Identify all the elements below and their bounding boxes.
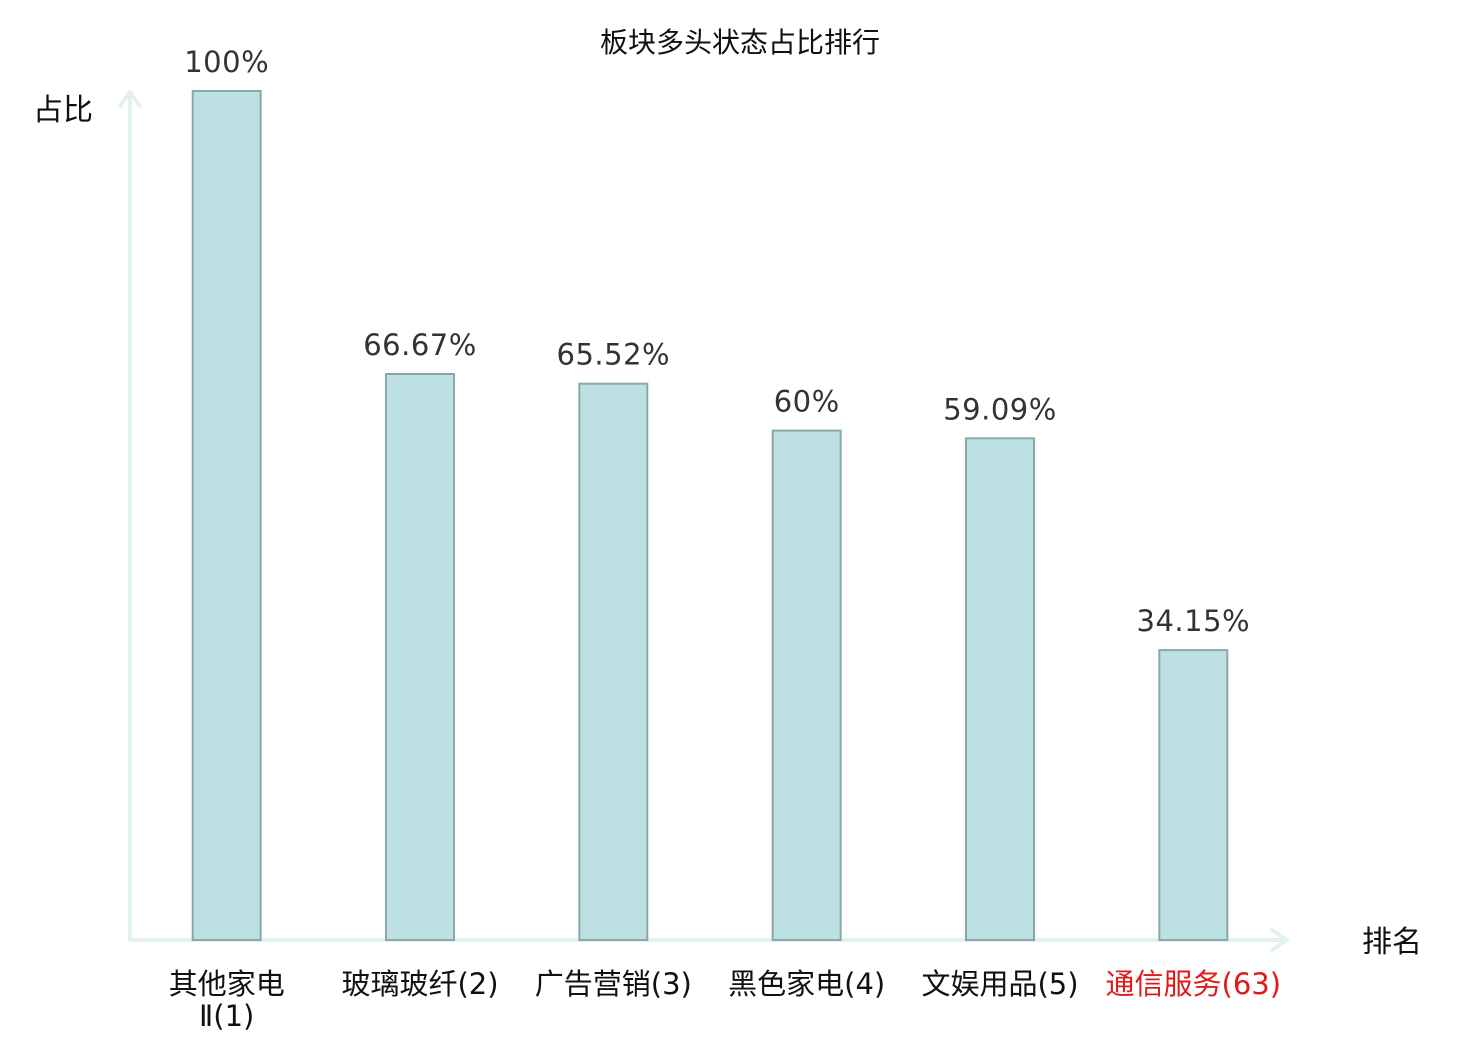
category-label-line: 黑色家电(4) — [728, 967, 885, 1001]
value-label-group: 100% 66.67% 65.52% 60% 59.09% 34.15% — [184, 45, 1251, 638]
category-label-2: 玻璃玻纤(2) — [341, 967, 498, 1001]
category-label-line: 玻璃玻纤(2) — [341, 967, 498, 1001]
bar-2 — [385, 373, 455, 941]
category-label-4: 黑色家电(4) — [728, 967, 885, 1001]
bar-group — [191, 90, 1229, 941]
category-label-line: 其他家电 — [169, 967, 285, 1001]
x-axis-arrow — [1270, 928, 1289, 952]
category-label-3: 广告营销(3) — [535, 967, 692, 1001]
value-label-2: 66.67% — [363, 328, 477, 362]
y-axis-arrow — [118, 90, 142, 108]
bar-6 — [1158, 649, 1229, 941]
value-label-6: 34.15% — [1137, 604, 1251, 638]
category-label-5: 文娱用品(5) — [921, 967, 1078, 1001]
category-label-6: 通信服务(63) — [1106, 967, 1282, 1001]
value-label-3: 65.52% — [557, 338, 671, 372]
category-label-line: 通信服务(63) — [1106, 967, 1282, 1001]
value-label-5: 59.09% — [943, 392, 1057, 426]
chart-title: 板块多头状态占比排行 — [600, 26, 880, 59]
y-axis-label: 占比 — [33, 93, 93, 128]
value-label-4: 60% — [774, 385, 840, 419]
bar-5 — [965, 437, 1035, 941]
category-label-line: 文娱用品(5) — [921, 967, 1078, 1001]
bar-3 — [578, 382, 649, 941]
value-label-1: 100% — [184, 45, 269, 79]
bar-1 — [191, 90, 262, 941]
category-label-1: 其他家电 Ⅱ(1) — [169, 967, 285, 1033]
category-label-line: Ⅱ(1) — [199, 999, 254, 1033]
category-label-group: 其他家电 Ⅱ(1) 玻璃玻纤(2) 广告营销(3) 黑色家电(4) 文娱用品(5) 通信服务… — [169, 967, 1281, 1033]
category-label-line: 广告营销(3) — [535, 967, 692, 1001]
x-axis-label: 排名 — [1362, 925, 1422, 960]
bar-4 — [771, 429, 842, 941]
